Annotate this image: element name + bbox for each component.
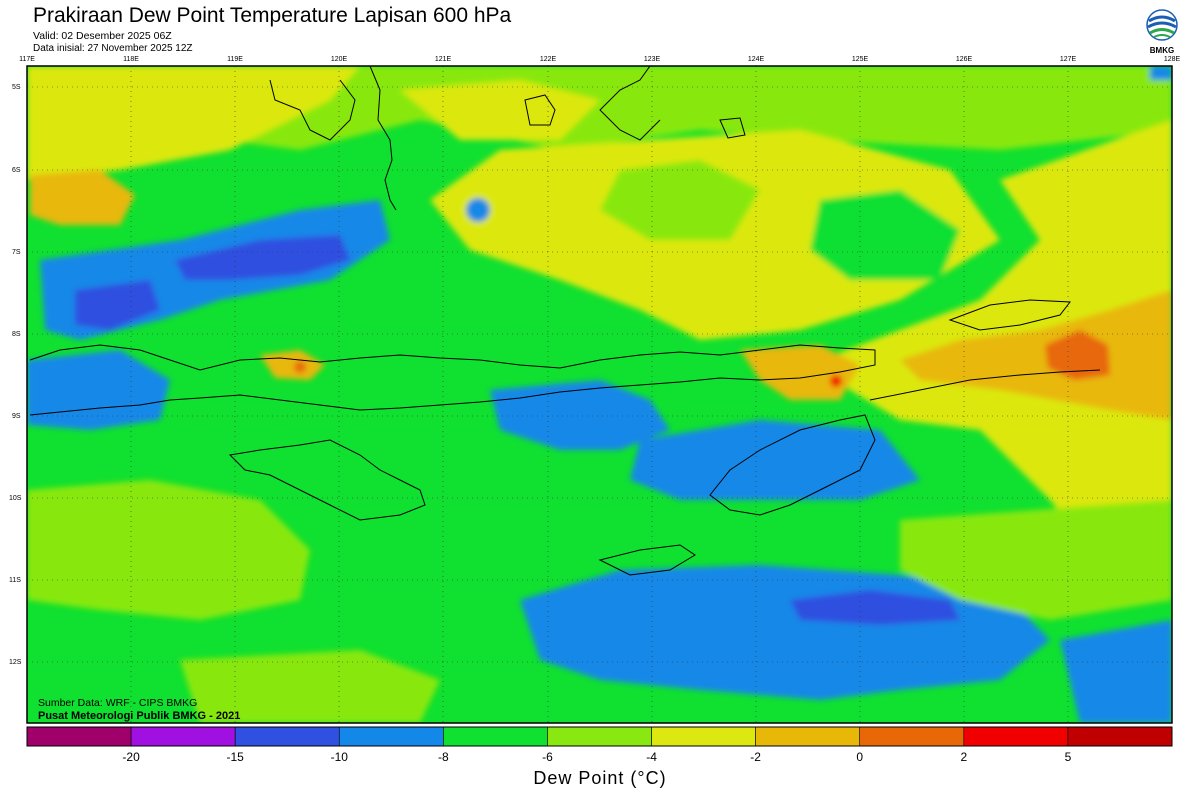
field-far-se-yellow (1158, 450, 1172, 500)
coast-sulawesi (269, 66, 397, 211)
lon-label: 119E (227, 56, 243, 63)
lon-label: 128E (1164, 56, 1181, 63)
lat-label: 9S (12, 413, 21, 420)
valid-time: Valid: 02 Desember 2025 06Z (33, 30, 172, 42)
lat-label: 7S (12, 249, 21, 256)
lat-label: 8S (12, 331, 21, 338)
colorbar-tick-label: -10 (330, 750, 348, 764)
colorbar-tick-label: -8 (438, 750, 449, 764)
colorbar-tick-label: -2 (750, 750, 761, 764)
lat-label: 12S (9, 659, 22, 666)
map-frame (26, 65, 1173, 724)
lon-label: 122E (540, 56, 557, 63)
lat-labels: 5S 6S 7S 8S 9S 10S 11S 12S (9, 84, 22, 666)
colorbar-tick-label: 0 (856, 750, 864, 764)
lat-label: 6S (12, 167, 21, 174)
colorbar-title: Dew Point (°C) (533, 768, 667, 788)
field-top-yellow (27, 66, 360, 180)
field-w-blue (27, 350, 170, 430)
field-se-blue (1060, 620, 1172, 723)
data-source-credit: Sumber Data: WRF - CIPS BMKG (38, 697, 198, 709)
field-sumbawa-orange (260, 350, 325, 380)
chart-title: Prakiraan Dew Point Temperature Lapisan … (33, 4, 512, 27)
field-central-blue (490, 380, 670, 450)
field-nw-dark-blue (175, 235, 350, 280)
coastlines (29, 66, 1101, 576)
lon-label: 118E (123, 56, 139, 63)
field-east-orange (900, 290, 1172, 420)
colorbar-tick-label: -6 (542, 750, 553, 764)
lon-label: 125E (852, 56, 869, 63)
bmkg-logo-icon: BMKG (1146, 9, 1178, 55)
lon-label: 121E (435, 56, 452, 63)
lon-label: 120E (331, 56, 348, 63)
logo-text: BMKG (1150, 46, 1174, 55)
init-time: Data inisial: 27 November 2025 12Z (33, 43, 193, 54)
field-east-deep-orange (1045, 330, 1110, 380)
colorbar-tick-label: -4 (646, 750, 657, 764)
gridlines (27, 66, 1172, 723)
field-timor-blue (630, 420, 920, 500)
field-red-spot (830, 375, 842, 387)
coast-island-a (524, 94, 556, 126)
lon-label: 123E (644, 56, 661, 63)
lon-label: 117E (19, 56, 35, 63)
field-upper-green-patch (810, 190, 960, 280)
coast-east-border (869, 369, 1101, 401)
lon-label: 126E (956, 56, 973, 63)
field-south-dark-blue (790, 590, 960, 625)
field-se-green (900, 500, 1172, 620)
coast-flores-chain (29, 344, 876, 416)
lat-label: 11S (9, 577, 21, 584)
field-s-green (180, 650, 440, 723)
coast-rote (598, 544, 696, 576)
coast-wetar (948, 299, 1071, 331)
map-panel: 117E 118E 119E 120E 121E 122E 123E 124E … (9, 56, 1180, 724)
lat-label: 5S (12, 84, 21, 91)
field-blue-spot (466, 198, 490, 222)
lon-label: 127E (1060, 56, 1077, 63)
colorbar-tick-label: -20 (122, 750, 140, 764)
coast-island-b (719, 117, 746, 139)
colorbar-tick-label: 5 (1064, 750, 1072, 764)
field-ne-blue (1150, 66, 1172, 80)
publisher-credit: Pusat Meteorologi Publik BMKG - 2021 (38, 710, 241, 722)
field-nw-blue-2 (75, 280, 160, 330)
coast-alor (599, 66, 661, 141)
field-central-green (600, 160, 760, 240)
coast-sumba (228, 439, 426, 521)
colorbar-tick-label: -15 (226, 750, 244, 764)
field-sw-green (27, 480, 310, 620)
field-west-orange (30, 170, 135, 225)
lon-labels: 117E 118E 119E 120E 121E 122E 123E 124E … (19, 56, 1180, 63)
lon-label: 124E (748, 56, 765, 63)
colorbar-tick-label: 2 (960, 750, 968, 764)
field-sumbawa-red (294, 361, 306, 373)
field-mid-orange (740, 345, 860, 400)
lat-label: 10S (9, 495, 22, 502)
coast-timor (709, 414, 876, 516)
